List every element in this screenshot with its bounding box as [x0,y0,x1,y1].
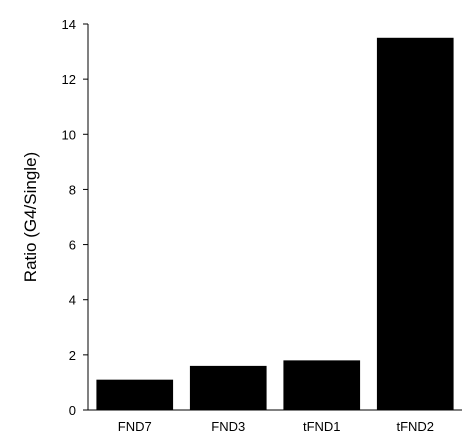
y-tick-label: 4 [69,293,76,308]
x-tick-label: FND3 [211,419,245,434]
bar-tfnd2 [376,37,454,411]
y-tick-label: 14 [62,17,76,32]
y-tick-label: 2 [69,348,76,363]
bar-fnd7 [96,379,174,410]
plot-area: 0 2 4 6 8 10 12 14 FND7 FND3 tFND1 tFND2 [62,17,462,434]
y-tick-label: 12 [62,72,76,87]
x-tick-label: FND7 [118,419,152,434]
bars [96,37,454,411]
y-tick-label: 0 [69,403,76,418]
y-axis-title: Ratio (G4/Single) [21,152,40,282]
x-tick-label: tFND2 [396,419,434,434]
bar-fnd3 [189,365,267,410]
y-tick-label: 8 [69,182,76,197]
y-tick-label: 6 [69,238,76,253]
x-axis-tick-labels: FND7 FND3 tFND1 tFND2 [118,419,434,434]
x-tick-label: tFND1 [303,419,341,434]
bar-tfnd1 [283,360,361,410]
y-tick-label: 10 [62,127,76,142]
y-axis-ticks: 0 2 4 6 8 10 12 14 [62,17,88,418]
